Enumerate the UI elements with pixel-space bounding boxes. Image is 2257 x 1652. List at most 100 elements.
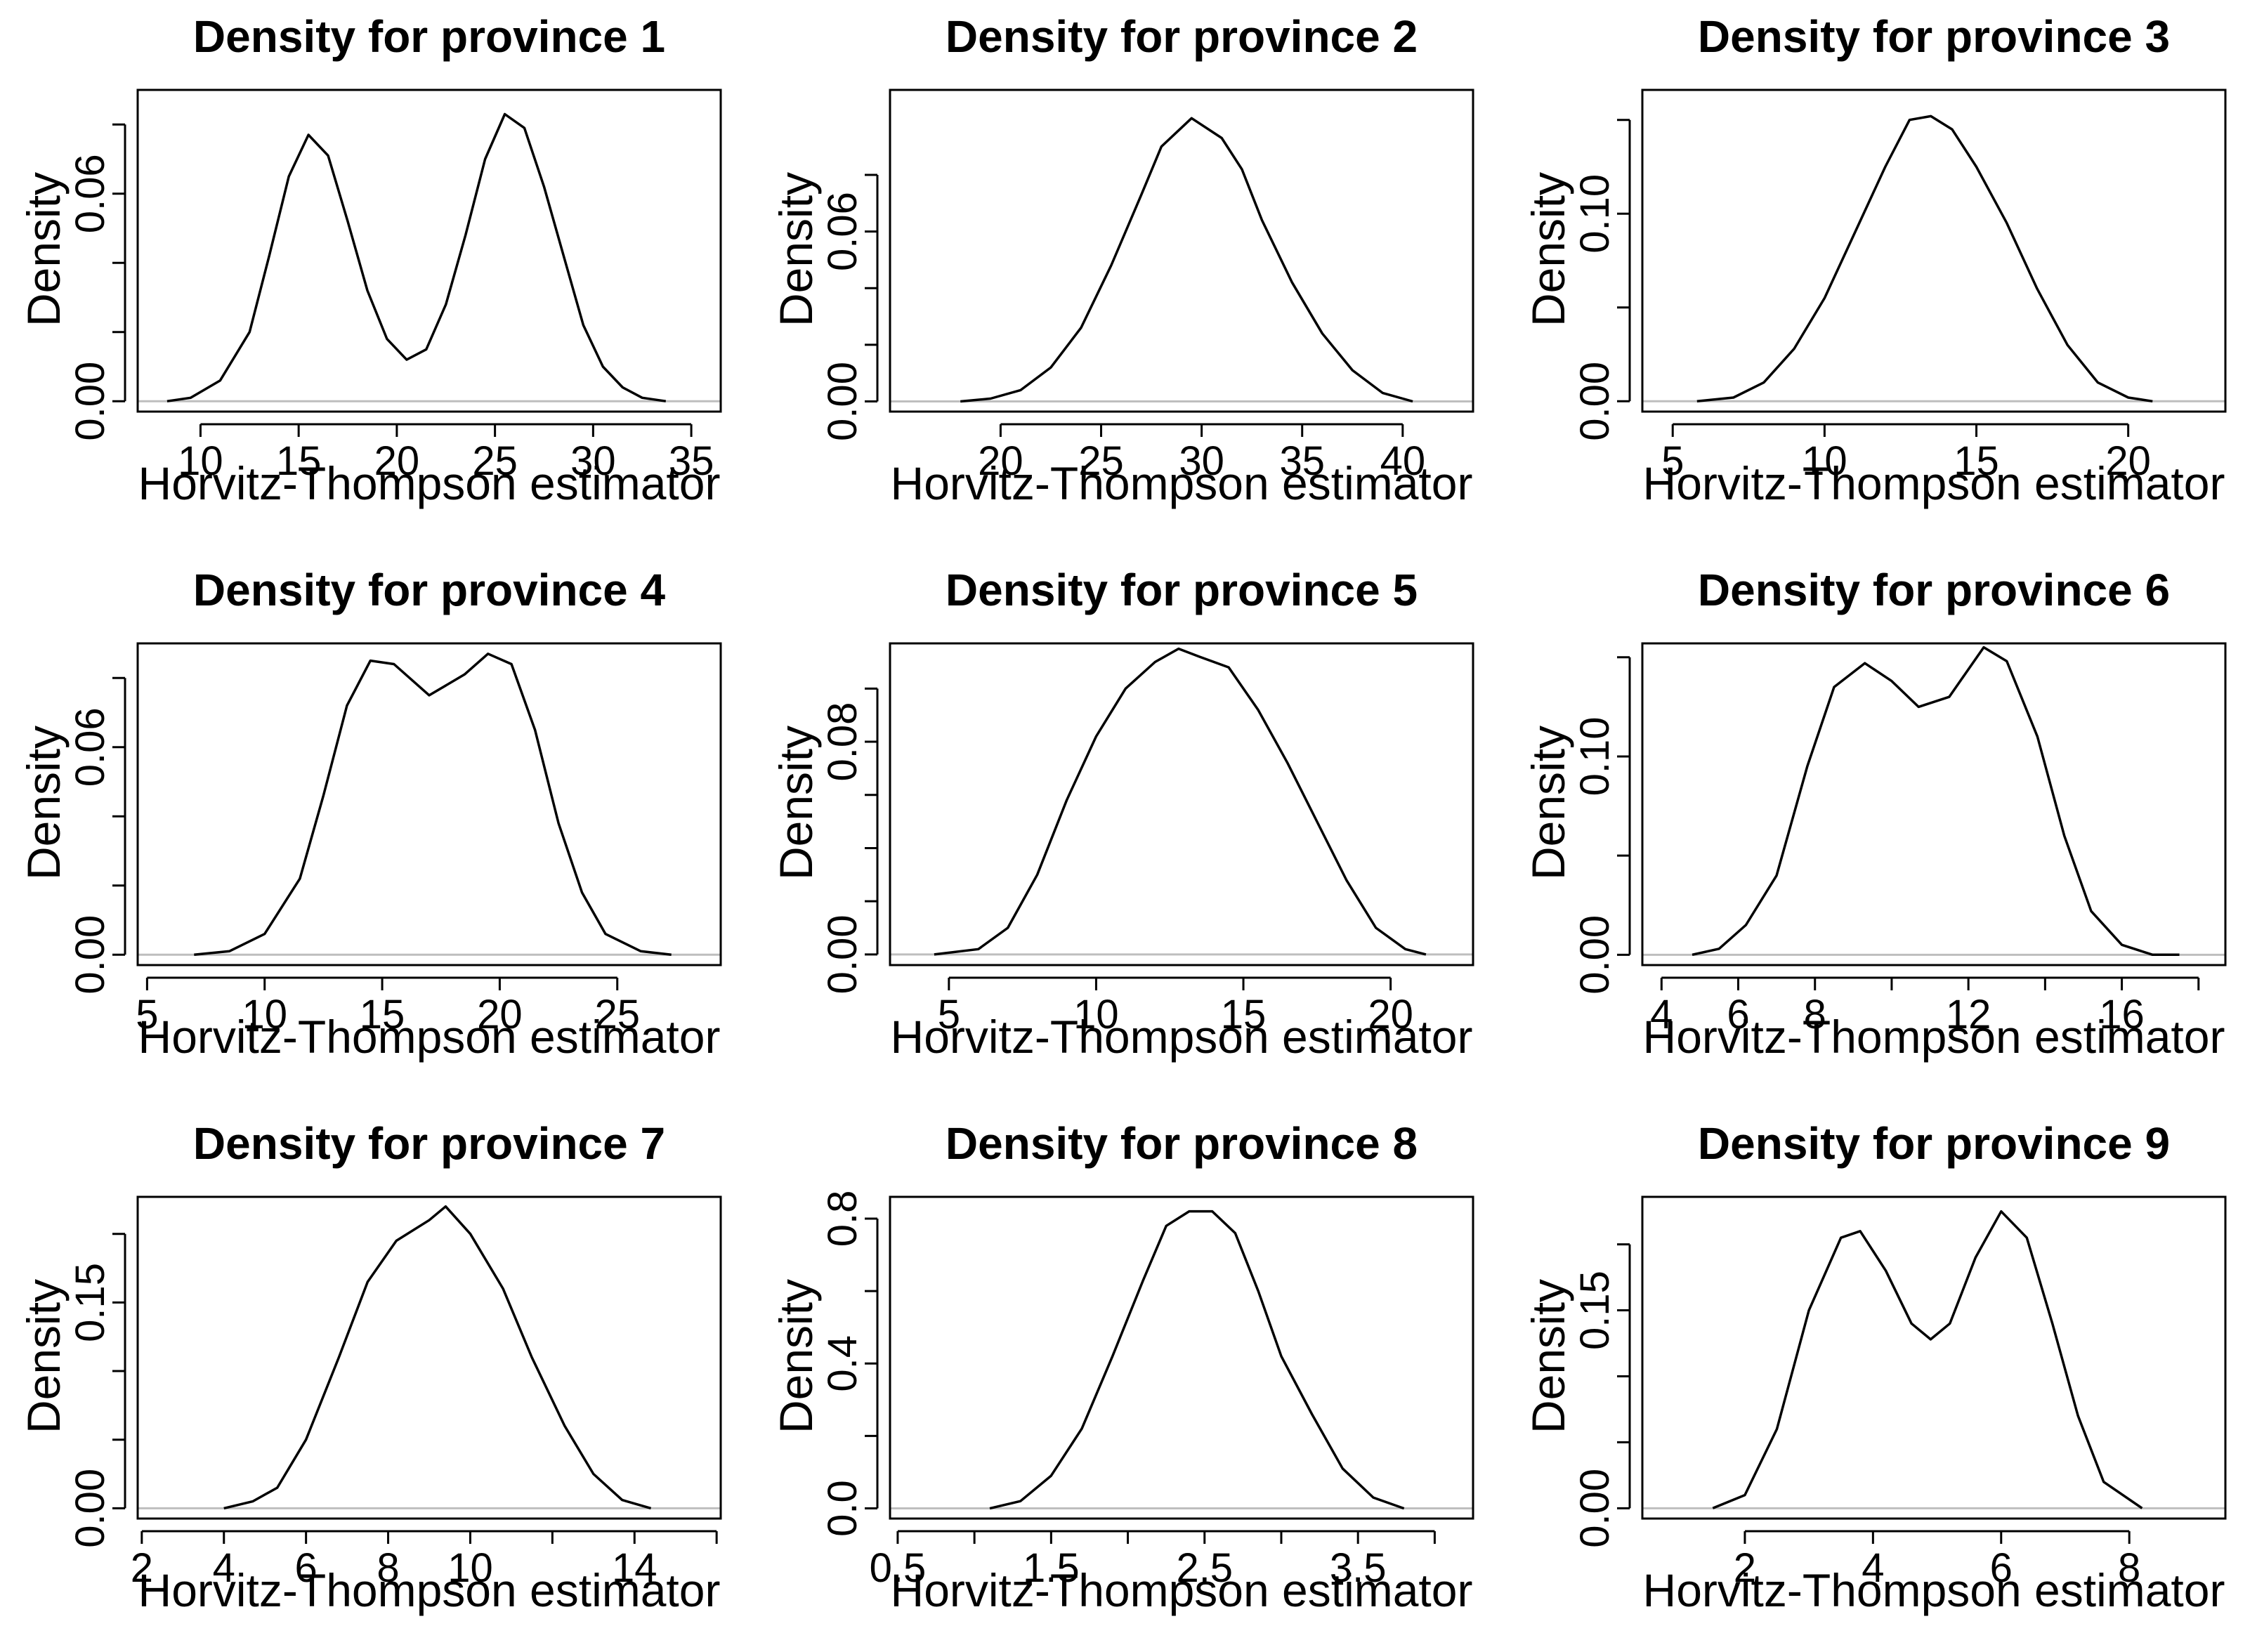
x-tick-label: 2.5 <box>1176 1545 1233 1591</box>
density-plot: 5 10 15 20 0.00 0.08 <box>820 642 1474 1037</box>
x-axis-label: Horvitz-Thompson estimator <box>1642 457 2225 509</box>
panel-province-6: Density for province 6 Density Horvitz-T… <box>1505 553 2257 1099</box>
x-tick-label: 30 <box>570 438 616 484</box>
x-tick-label: 8 <box>377 1545 399 1591</box>
density-plot: 2 4 6 8 0.00 0.15 <box>1572 1195 2227 1591</box>
density-plot: 2 4 6 8 10 14 0.00 0.15 <box>67 1195 722 1591</box>
x-tick-label: 20 <box>2105 438 2151 484</box>
x-tick-label: 20 <box>978 438 1023 484</box>
panel-title: Density for province 8 <box>945 1118 1418 1169</box>
x-tick-label: 4 <box>1650 992 1673 1037</box>
x-tick-label: 25 <box>1078 438 1124 484</box>
x-tick-label: 10 <box>242 992 287 1037</box>
x-tick-label: 3.5 <box>1330 1545 1387 1591</box>
x-axis-label: Horvitz-Thompson estimator <box>138 1564 721 1616</box>
density-curve <box>1696 114 2153 403</box>
x-tick-label: 15 <box>360 992 405 1037</box>
density-curve <box>1712 1210 2143 1509</box>
x-tick-label: 5 <box>136 992 158 1037</box>
x-tick-label: 15 <box>1954 438 1999 484</box>
density-curve <box>960 117 1413 403</box>
plot-frame <box>889 642 1474 966</box>
density-plot: 5 10 15 20 0.00 0.10 <box>1572 88 2227 484</box>
plot-frame <box>136 1195 722 1520</box>
x-tick-label: 10 <box>1802 438 1847 484</box>
density-plot: 0.5 1.5 2.5 3.5 0.0 0.4 0.8 <box>820 1191 1474 1591</box>
y-tick-label: 0.15 <box>1572 1271 1618 1350</box>
x-tick-label: 0.5 <box>870 1545 927 1591</box>
plot-frame <box>889 88 1474 413</box>
x-axis-label: Horvitz-Thompson estimator <box>1642 1011 2225 1063</box>
x-tick-label: 6 <box>295 1545 318 1591</box>
y-tick-label: 0.10 <box>1572 717 1618 796</box>
x-tick-label: 25 <box>472 438 518 484</box>
y-tick-label: 0.00 <box>67 915 113 995</box>
x-tick-label: 35 <box>669 438 714 484</box>
x-axis-label: Horvitz-Thompson estimator <box>138 1011 721 1063</box>
y-tick-label: 0.06 <box>820 192 865 271</box>
panel-province-4: Density for province 4 Density Horvitz-T… <box>0 553 752 1099</box>
x-tick-label: 20 <box>374 438 420 484</box>
x-tick-label: 10 <box>447 1545 493 1591</box>
x-tick-label: 6 <box>1990 1545 2013 1591</box>
x-tick-label: 25 <box>594 992 640 1037</box>
y-tick-label: 0.00 <box>1572 915 1618 995</box>
x-axis-label: Horvitz-Thompson estimator <box>1642 1564 2225 1616</box>
x-tick-label: 16 <box>2099 992 2145 1037</box>
y-tick-label: 0.15 <box>67 1263 113 1342</box>
x-tick-label: 5 <box>938 992 960 1037</box>
x-axis-label: Horvitz-Thompson estimator <box>890 1564 1473 1616</box>
panel-province-5: Density for province 5 Density Horvitz-T… <box>752 553 1505 1099</box>
panel-province-7: Density for province 7 Density Horvitz-T… <box>0 1107 752 1652</box>
y-tick-label: 0.00 <box>820 914 865 994</box>
y-tick-label: 0.08 <box>820 702 865 782</box>
y-tick-label: 0.00 <box>1572 1469 1618 1548</box>
density-curve <box>166 112 667 402</box>
density-curve <box>1692 645 2180 957</box>
x-tick-label: 15 <box>1221 992 1267 1037</box>
panel-title: Density for province 9 <box>1697 1118 2171 1169</box>
plot-frame <box>1641 88 2227 413</box>
y-tick-label: 0.00 <box>67 362 113 441</box>
y-tick-label: 0.06 <box>67 707 113 787</box>
density-curve <box>989 1210 1405 1510</box>
x-tick-label: 20 <box>477 992 523 1037</box>
plot-frame <box>136 88 722 413</box>
panel-title: Density for province 2 <box>945 11 1418 62</box>
panel-title: Density for province 6 <box>1697 565 2171 615</box>
panel-province-8: Density for province 8 Density Horvitz-T… <box>752 1107 1505 1652</box>
x-axis-label: Horvitz-Thompson estimator <box>138 457 721 509</box>
panel-province-1: Density for province 1 Density Horvitz-T… <box>0 0 752 545</box>
density-plot: 4 6 8 12 16 0.00 0.10 <box>1572 642 2227 1037</box>
x-tick-label: 30 <box>1179 438 1224 484</box>
density-curve <box>934 647 1427 956</box>
x-axis-label: Horvitz-Thompson estimator <box>890 457 1473 509</box>
x-tick-label: 14 <box>612 1545 658 1591</box>
panel-province-2: Density for province 2 Density Horvitz-T… <box>752 0 1505 545</box>
y-tick-label: 0.8 <box>820 1191 865 1247</box>
plot-frame <box>136 642 722 966</box>
panel-province-9: Density for province 9 Density Horvitz-T… <box>1505 1107 2257 1652</box>
x-tick-label: 2 <box>131 1545 153 1591</box>
y-tick-label: 0.0 <box>820 1480 865 1537</box>
panel-title: Density for province 3 <box>1697 11 2171 62</box>
x-tick-label: 2 <box>1734 1545 1756 1591</box>
x-tick-label: 8 <box>1804 992 1826 1037</box>
x-tick-label: 8 <box>2118 1545 2140 1591</box>
y-tick-label: 0.00 <box>67 1469 113 1548</box>
x-tick-label: 10 <box>178 438 223 484</box>
plot-frame <box>1641 1195 2227 1520</box>
density-plot: 10 15 20 25 30 35 0.00 0.06 <box>67 88 722 484</box>
y-tick-label: 0.10 <box>1572 174 1618 254</box>
density-plot: 20 25 30 35 40 0.00 0.06 <box>820 88 1474 484</box>
y-tick-label: 0.00 <box>820 362 865 441</box>
density-curve <box>223 1205 652 1510</box>
x-axis-label: Horvitz-Thompson estimator <box>890 1011 1473 1063</box>
x-tick-label: 10 <box>1073 992 1119 1037</box>
panel-title: Density for province 5 <box>945 565 1418 615</box>
y-tick-label: 0.00 <box>1572 362 1618 441</box>
panel-title: Density for province 4 <box>192 565 666 615</box>
y-tick-label: 0.4 <box>820 1335 865 1392</box>
x-tick-label: 5 <box>1661 438 1684 484</box>
